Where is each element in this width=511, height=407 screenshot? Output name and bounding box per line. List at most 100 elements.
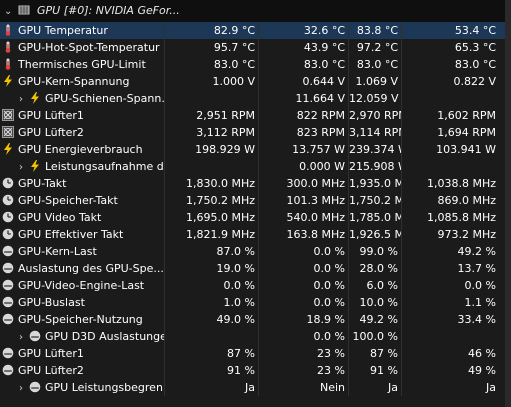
gpu-group-header[interactable]: ⌄ GPU [#0]: NVIDIA GeFor... xyxy=(0,0,511,22)
sensor-row[interactable]: GPU Lüfter2 91 % 23 % 91 % 49 % xyxy=(0,362,511,379)
lightning-icon xyxy=(29,160,45,173)
min-value: 23 % xyxy=(259,345,349,362)
sensor-label: GPU Lüfter2 xyxy=(18,364,84,377)
sensor-row[interactable]: GPU-Kern-Spannung 1.000 V 0.644 V 1.069 V 0.… xyxy=(0,73,511,90)
avg-value: 53.4 °C xyxy=(454,24,496,37)
avg-value: 65.3 °C xyxy=(454,41,496,54)
sensor-label: GPU Lüfter2 xyxy=(18,126,84,139)
max-value: 83.0 °C xyxy=(349,56,402,73)
sensor-row[interactable]: GPU Lüfter1 2,951 RPM 822 RPM 2,970 RPM 1,60… xyxy=(0,107,511,124)
sensor-row[interactable]: Auslastung des GPU-Spe... 19.0 % 0.0 % 28.0… xyxy=(0,260,511,277)
current-value: Ja xyxy=(165,379,259,396)
sensor-row[interactable]: GPU Energieverbrauch 198.929 W 13.757 W 239… xyxy=(0,141,511,158)
sensor-label: GPU-Schienen-Spann... xyxy=(45,92,165,105)
max-value: 97.2 °C xyxy=(349,39,402,56)
max-value: 3,114 RPM xyxy=(349,124,402,141)
max-value: 12.059 V xyxy=(349,90,402,107)
min-value: 83.0 °C xyxy=(259,56,349,73)
current-value: 95.7 °C xyxy=(165,39,259,56)
sensor-row[interactable]: GPU Temperatur 82.9 °C 32.6 °C 83.8 °C 53.4 … xyxy=(0,22,511,39)
current-value: 1,830.0 MHz xyxy=(165,175,259,192)
current-value: 1,821.9 MHz xyxy=(165,226,259,243)
sensor-label: GPU-Speicher-Takt xyxy=(18,194,118,207)
sensor-row[interactable]: › GPU-Schienen-Spann... 11.664 V 12.059 V xyxy=(0,90,511,107)
clock-icon xyxy=(2,211,18,224)
clock-icon xyxy=(2,228,18,241)
sensor-row[interactable]: GPU-Kern-Last 87.0 % 0.0 % 99.0 % 49.2 % xyxy=(0,243,511,260)
sensor-row[interactable]: GPU Lüfter1 87 % 23 % 87 % 46 % xyxy=(0,345,511,362)
avg-value: 103.941 W xyxy=(436,143,496,156)
avg-value: 1,038.8 MHz xyxy=(426,177,496,190)
avg-value xyxy=(402,158,502,175)
fan-icon xyxy=(2,109,18,122)
lightning-icon xyxy=(29,92,45,105)
min-value: 0.644 V xyxy=(259,73,349,90)
chevron-right-icon[interactable]: › xyxy=(19,332,23,343)
current-value: 1.000 V xyxy=(165,73,259,90)
avg-value: 869.0 MHz xyxy=(437,194,496,207)
min-value: 101.3 MHz xyxy=(259,192,349,209)
sensor-label: GPU-Kern-Last xyxy=(18,245,97,258)
thermometer-icon xyxy=(2,58,18,71)
avg-value: 46 % xyxy=(468,347,496,360)
load-icon xyxy=(29,330,45,343)
sensor-row[interactable]: GPU-Speicher-Takt 1,750.2 MHz 101.3 MHz 1,7… xyxy=(0,192,511,209)
gpu-group-title: GPU [#0]: NVIDIA GeFor... xyxy=(37,4,180,17)
chevron-down-icon[interactable]: ⌄ xyxy=(4,6,13,17)
max-value: 1,750.2 MHz xyxy=(349,192,402,209)
min-value: 0.0 % xyxy=(259,277,349,294)
max-value: 91 % xyxy=(349,362,402,379)
chevron-right-icon[interactable]: › xyxy=(19,162,23,173)
sensor-label: Auslastung des GPU-Spe... xyxy=(18,262,164,275)
current-value: 2,951 RPM xyxy=(165,107,259,124)
sensor-row[interactable]: GPU-Hot-Spot-Temperatur 95.7 °C 43.9 °C 97.… xyxy=(0,39,511,56)
current-value: 198.929 W xyxy=(165,141,259,158)
current-value: 91 % xyxy=(165,362,259,379)
max-value: 6.0 % xyxy=(349,277,402,294)
max-value: Ja xyxy=(349,379,402,396)
sensor-row[interactable]: GPU-Buslast 1.0 % 0.0 % 10.0 % 1.1 % xyxy=(0,294,511,311)
avg-value xyxy=(402,90,502,107)
min-value: Nein xyxy=(259,379,349,396)
min-value: 822 RPM xyxy=(259,107,349,124)
sensor-row[interactable]: › GPU Leistungsbegren... Ja Nein Ja Ja xyxy=(0,379,511,396)
avg-value: 973.2 MHz xyxy=(437,228,496,241)
sensor-label: GPU Lüfter1 xyxy=(18,109,84,122)
sensor-row[interactable]: › GPU D3D Auslastungen 0.0 % 100.0 % xyxy=(0,328,511,345)
sensor-label: GPU-Buslast xyxy=(18,296,85,309)
min-value: 0.000 W xyxy=(259,158,349,175)
sensor-row[interactable]: GPU-Video-Engine-Last 0.0 % 0.0 % 6.0 % 0.0 … xyxy=(0,277,511,294)
max-value: 28.0 % xyxy=(349,260,402,277)
current-value: 19.0 % xyxy=(165,260,259,277)
max-value: 83.8 °C xyxy=(349,22,402,39)
avg-value: 49.2 % xyxy=(457,245,496,258)
current-value: 83.0 °C xyxy=(165,56,259,73)
sensor-label: GPU-Takt xyxy=(18,177,67,190)
load-icon xyxy=(2,296,18,309)
sensor-label: GPU-Kern-Spannung xyxy=(18,75,130,88)
min-value: 0.0 % xyxy=(259,294,349,311)
chevron-right-icon[interactable]: › xyxy=(19,94,23,105)
chevron-right-icon[interactable]: › xyxy=(19,383,23,394)
vertical-scrollbar[interactable] xyxy=(505,0,511,407)
max-value: 1,785.0 MHz xyxy=(349,209,402,226)
sensor-row[interactable]: GPU Lüfter2 3,112 RPM 823 RPM 3,114 RPM 1,69… xyxy=(0,124,511,141)
gpu-chip-icon xyxy=(18,5,29,15)
sensor-row[interactable]: Thermisches GPU-Limit 83.0 °C 83.0 °C 83.0 … xyxy=(0,56,511,73)
sensor-row[interactable]: GPU Video Takt 1,695.0 MHz 540.0 MHz 1,785.… xyxy=(0,209,511,226)
load-icon xyxy=(2,364,18,377)
current-value xyxy=(165,90,259,107)
avg-value: 13.7 % xyxy=(457,262,496,275)
sensor-row[interactable]: GPU Effektiver Takt 1,821.9 MHz 163.8 MHz 1… xyxy=(0,226,511,243)
sensor-row[interactable]: GPU-Speicher-Nutzung 49.0 % 18.9 % 49.2 % 33… xyxy=(0,311,511,328)
min-value: 13.757 W xyxy=(259,141,349,158)
clock-icon xyxy=(2,194,18,207)
current-value: 49.0 % xyxy=(165,311,259,328)
sensor-label: Leistungsaufnahme d... xyxy=(45,160,165,173)
max-value: 2,970 RPM xyxy=(349,107,402,124)
thermometer-icon xyxy=(2,41,18,54)
max-value: 99.0 % xyxy=(349,243,402,260)
